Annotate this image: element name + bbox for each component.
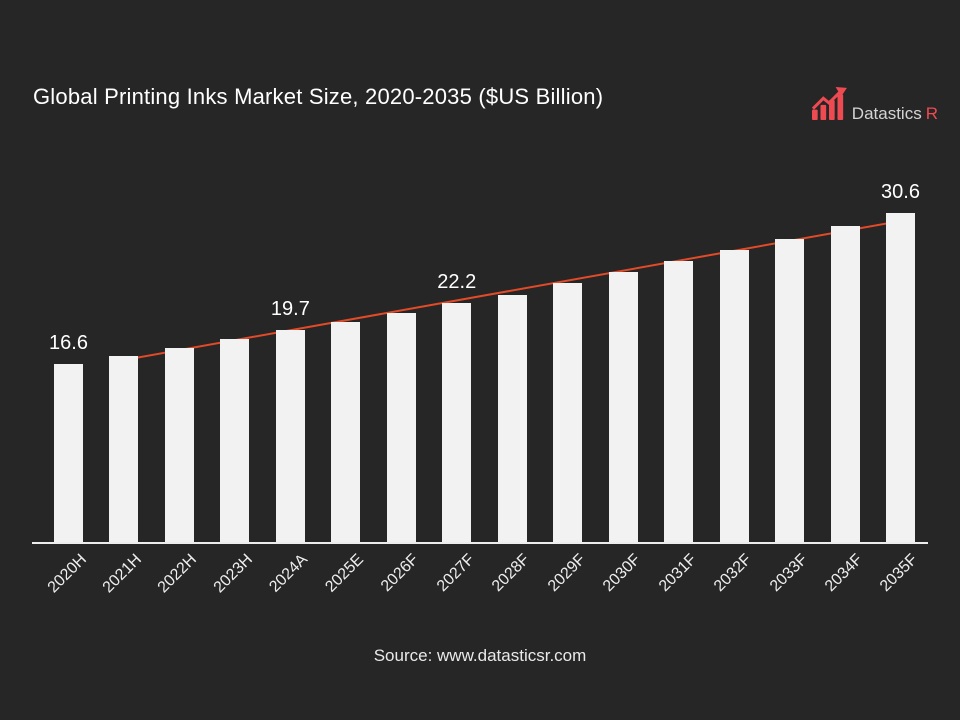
x-axis-label-2035F: 2035F — [877, 551, 922, 596]
data-label-2035F: 30.6 — [881, 181, 920, 203]
x-axis-label-2034F: 2034F — [821, 551, 867, 596]
bar-2020H — [54, 363, 83, 542]
bar-2030F — [608, 272, 638, 542]
bar-2032F — [719, 249, 749, 542]
x-axis-label-2024A: 2024A — [266, 551, 312, 596]
bar-2023H — [220, 338, 250, 542]
chart-title: Global Printing Inks Market Size, 2020-2… — [33, 84, 604, 109]
x-axis-label-2032F: 2032F — [710, 551, 756, 596]
bar-2021H — [109, 355, 139, 542]
x-axis-label-2030F: 2030F — [600, 551, 645, 596]
x-axis-label-2025E: 2025E — [322, 551, 367, 596]
data-label-2027F: 22.2 — [437, 271, 477, 294]
data-label-2020H: 16.6 — [49, 331, 88, 354]
x-axis-label-2027F: 2027F — [433, 551, 478, 596]
x-axis-label-2020H: 2020H — [44, 551, 90, 597]
bar-2025E — [331, 321, 361, 542]
bar-2035F — [885, 213, 915, 542]
bar-2033F — [775, 238, 805, 542]
brand-suffix: R — [925, 104, 938, 123]
bar-2022H — [164, 348, 194, 542]
x-axis-label-2026F: 2026F — [378, 551, 423, 596]
bar-2024A — [275, 330, 305, 542]
brand-name: Datastics — [851, 104, 922, 123]
source-caption: Source: www.datasticsr.com — [373, 646, 587, 665]
bar-2034F — [830, 225, 860, 542]
bar-2031F — [664, 261, 694, 542]
x-axis-label-2028F: 2028F — [489, 551, 534, 596]
bar-2027F — [442, 303, 472, 542]
bar-2029F — [553, 282, 583, 542]
x-axis-label-2021H: 2021H — [99, 551, 145, 597]
x-axis-label-2022H: 2022H — [155, 551, 201, 597]
x-axis-label-2033F: 2033F — [766, 551, 811, 596]
x-axis-label-2029F: 2029F — [544, 551, 589, 596]
data-label-2024A: 19.7 — [270, 298, 310, 321]
x-axis-label-2023H: 2023H — [210, 551, 256, 597]
x-axis-label-2031F: 2031F — [655, 551, 700, 596]
bar-2028F — [497, 294, 527, 542]
brand-logo: Datastics R — [810, 86, 938, 125]
bar-2026F — [386, 312, 416, 542]
rising-bar-chart-arrow-icon — [810, 86, 848, 125]
x-axis-line — [32, 542, 928, 544]
